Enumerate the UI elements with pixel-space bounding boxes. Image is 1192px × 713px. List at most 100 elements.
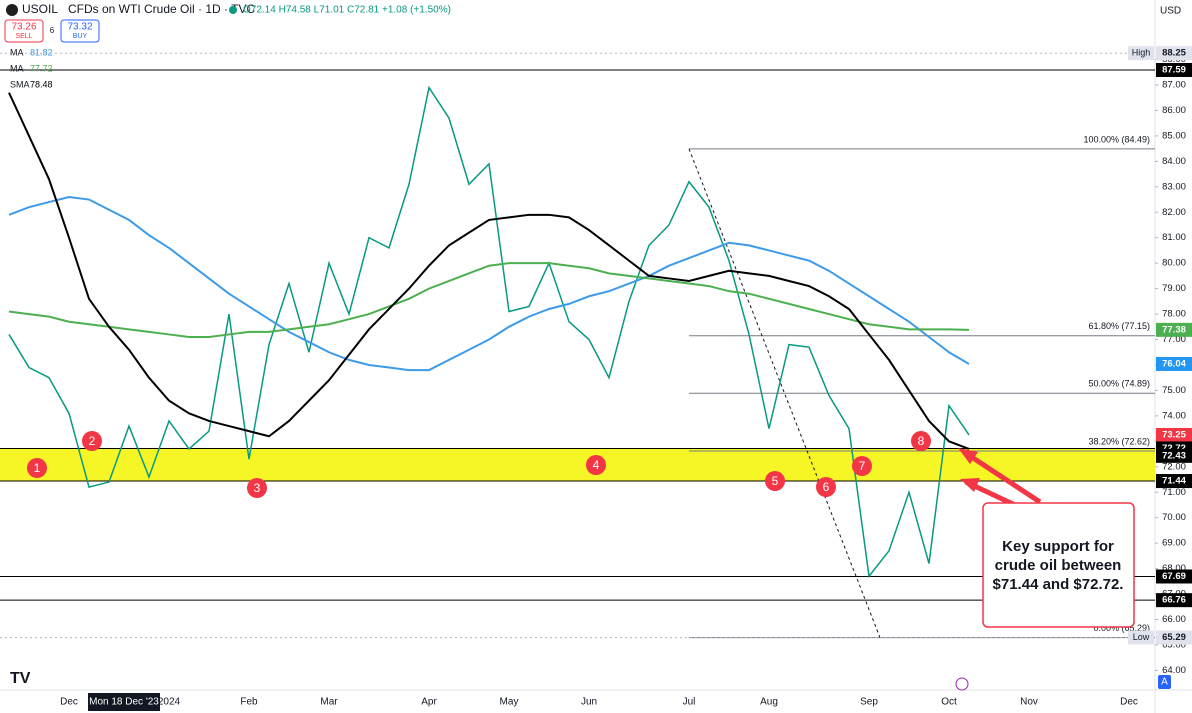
y-tick-label: 77.00 <box>1162 334 1186 345</box>
legend-name: SMA <box>10 79 30 89</box>
y-tick-label: 87.00 <box>1162 80 1186 91</box>
annotation-marker <box>586 455 606 475</box>
y-tick-label: 74.00 <box>1162 410 1186 421</box>
moving-average <box>8 195 970 372</box>
x-tick-label: 2024 <box>158 697 181 708</box>
moving-average <box>8 262 970 338</box>
fib-label: 0.00% (65.29) <box>1093 623 1150 633</box>
price-tag <box>1156 474 1192 489</box>
chart-title: CFDs on WTI Crude Oil · 1D · TVC <box>68 2 255 16</box>
legend-name: MA <box>10 63 24 73</box>
legend-value: 78.48 <box>30 79 53 89</box>
annotation-marker <box>765 471 785 491</box>
y-tick-label: 68.00 <box>1162 563 1186 574</box>
annotation-marker <box>852 456 872 476</box>
y-tick-label: 82.00 <box>1162 207 1186 218</box>
currency[interactable]: USD <box>1160 6 1181 17</box>
fib-label: 61.80% (77.15) <box>1088 321 1150 331</box>
price-tag-label: 72.72 <box>1162 443 1186 454</box>
y-tick-label: 65.00 <box>1162 639 1186 650</box>
price-tag <box>1156 448 1192 463</box>
y-tick-label: 81.00 <box>1162 232 1186 243</box>
logo: TV <box>10 670 31 687</box>
x-tick-label: Jul <box>683 697 696 708</box>
buy-button[interactable] <box>60 19 100 43</box>
legend-value: 81.82 <box>30 47 53 57</box>
y-tick-label: 72.00 <box>1162 461 1186 472</box>
y-tick-label: 64.00 <box>1162 665 1186 676</box>
price-tag <box>1156 630 1192 645</box>
price-tag <box>1156 62 1192 77</box>
sell-label: SELL <box>15 33 32 40</box>
sell-button[interactable] <box>4 19 44 43</box>
annotation-marker <box>911 431 931 451</box>
symbol-icon <box>6 4 18 16</box>
annotation-label: 4 <box>593 458 600 472</box>
annotation-marker <box>247 478 267 498</box>
x-tick-label: Apr <box>421 697 437 708</box>
annotation-label: 7 <box>859 459 866 473</box>
x-tick-label: Nov <box>1020 697 1038 708</box>
y-tick-label: 78.00 <box>1162 309 1186 320</box>
moving-average <box>8 92 970 450</box>
fib-label: 50.00% (74.89) <box>1088 379 1150 389</box>
x-tick-label: Mar <box>320 697 338 708</box>
y-tick-label: 79.00 <box>1162 283 1186 294</box>
price-tag-label: 76.04 <box>1162 358 1186 369</box>
x-tick-label: Aug <box>760 697 778 708</box>
spread: 6 <box>50 26 55 35</box>
events-icon[interactable] <box>955 677 969 691</box>
buy-price: 73.32 <box>67 22 92 33</box>
price-tag-label: 71.44 <box>1162 476 1186 487</box>
price-tag-label: 87.59 <box>1162 65 1186 76</box>
y-tick-label: 75.00 <box>1162 385 1186 396</box>
auto-scale-button[interactable] <box>1158 675 1171 689</box>
y-tick-label: 70.00 <box>1162 512 1186 523</box>
price-line <box>8 85 970 579</box>
sell-price: 73.26 <box>11 22 36 33</box>
annotation-label: 6 <box>823 480 830 494</box>
price-tag-label: 73.25 <box>1162 429 1186 440</box>
auto-scale-icon: A <box>1161 677 1168 688</box>
note-box <box>982 502 1135 628</box>
price-tag-label: 66.76 <box>1162 595 1186 606</box>
y-tick-label: 80.00 <box>1162 258 1186 269</box>
annotation-label: 2 <box>89 434 96 448</box>
x-tick-label: Feb <box>240 697 258 708</box>
plot-area: 64.0065.0066.0067.0068.0069.0070.0071.00… <box>0 46 1192 708</box>
annotation-label: 5 <box>772 474 779 488</box>
x-tick-label: May <box>500 697 519 708</box>
note-text: Key support for <box>1002 538 1114 555</box>
arrow-head <box>958 448 978 464</box>
arrow-head <box>960 478 980 492</box>
price-tag-label: 65.29 <box>1162 632 1186 643</box>
y-tick-label: 69.00 <box>1162 538 1186 549</box>
note-tag <box>1128 630 1154 645</box>
price-tag-label: 77.38 <box>1162 324 1186 335</box>
arrow <box>962 449 1042 505</box>
price-tag <box>1156 322 1192 337</box>
y-tick-label: 86.00 <box>1162 105 1186 116</box>
price-tag-label: 67.69 <box>1162 571 1186 582</box>
x-tick-label: Sep <box>860 697 878 708</box>
overlay: USOIL CFDs on WTI Crude Oil · 1D · TVC O… <box>4 2 1181 711</box>
x-tick-label: Oct <box>941 697 957 708</box>
crosshair-box <box>88 693 160 711</box>
annotation-marker <box>816 477 836 497</box>
note-text: $71.44 and $72.72. <box>993 576 1124 593</box>
symbol: USOIL <box>22 2 58 16</box>
fib-label: 38.20% (72.62) <box>1088 436 1150 446</box>
price-tag <box>1156 356 1192 371</box>
x-tick-label: Dec <box>1120 697 1138 708</box>
note-text: crude oil between <box>995 557 1122 574</box>
annotation-marker <box>27 458 47 478</box>
x-tick-label: Dec <box>60 697 78 708</box>
price-tag <box>1156 569 1192 584</box>
note-label: High <box>1132 48 1151 58</box>
price-tag <box>1156 427 1192 442</box>
y-tick-label: 83.00 <box>1162 181 1186 192</box>
ohlc: O72.14 H74.58 L71.01 C72.81 +1.08 (+1.50… <box>243 5 451 16</box>
note-tag <box>1128 46 1154 61</box>
annotation-label: 8 <box>918 434 925 448</box>
